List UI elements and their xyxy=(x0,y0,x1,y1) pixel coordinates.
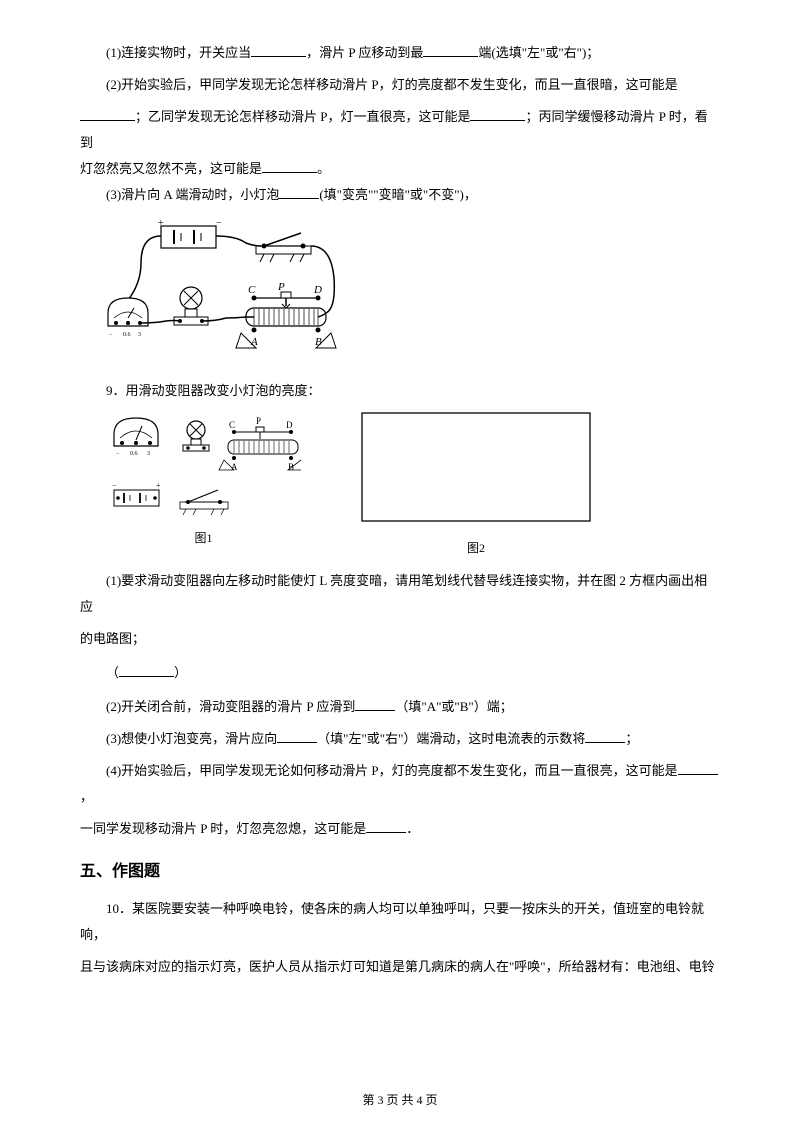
q3-line: (3)滑片向 A 端滑动时，小灯泡 (填"变亮""变暗"或"不变")， xyxy=(80,182,720,208)
q2-text-1: (2)开始实验后，甲同学发现无论怎样移动滑片 P，灯的亮度都不发生变化，而且一直… xyxy=(106,77,678,92)
svg-text:D: D xyxy=(313,284,322,296)
q9-sub2: (2)开关闭合前，滑动变阻器的滑片 P 应滑到 （填"A"或"B"）端； xyxy=(80,694,720,720)
q9-sub3-blank2 xyxy=(585,727,625,743)
q9-sub4-line2: 一同学发现移动滑片 P 时，灯忽亮忽熄，这可能是 ． xyxy=(80,816,720,842)
q9-sub3-blank1 xyxy=(277,727,317,743)
q9-paren: （） xyxy=(80,660,720,686)
q9-sub1-b: 的电路图； xyxy=(80,626,720,652)
q9-sub2-blank xyxy=(355,695,395,711)
q3-text-b: (填"变亮""变暗"或"不变")， xyxy=(319,187,477,202)
svg-text:+: + xyxy=(156,481,161,490)
q9-sub3-c: ； xyxy=(625,731,638,746)
q2-text-3b: 。 xyxy=(317,161,330,176)
q1-text-b: ，滑片 P 应移动到最 xyxy=(306,45,423,60)
q9-sub2-a: (2)开关闭合前，滑动变阻器的滑片 P 应滑到 xyxy=(106,699,355,714)
circuit-svg-1: + − − 0.6 3 C xyxy=(106,218,346,368)
q9-heading: 9．用滑动变阻器改变小灯泡的亮度： xyxy=(80,378,720,404)
svg-text:D: D xyxy=(286,420,293,430)
q1-blank-1 xyxy=(251,41,306,57)
fig2-caption: 图2 xyxy=(361,536,591,560)
q9-sub4-blank2 xyxy=(366,817,406,833)
q9-sub4-a: (4)开始实验后，甲同学发现无论如何移动滑片 P，灯的亮度都不发生变化，而且一直… xyxy=(106,763,678,778)
figure-2-block: 图2 xyxy=(361,412,591,560)
q2-line1: (2)开始实验后，甲同学发现无论怎样移动滑片 P，灯的亮度都不发生变化，而且一直… xyxy=(80,72,720,98)
figure-1-svg: − 0.6 3 C P D xyxy=(106,412,301,522)
fig1-caption: 图1 xyxy=(106,526,301,550)
svg-text:C: C xyxy=(229,420,235,430)
svg-text:P: P xyxy=(256,416,261,426)
svg-text:−: − xyxy=(109,332,113,338)
q9-sub3-a: (3)想使小灯泡变亮，滑片应向 xyxy=(106,731,277,746)
q3-blank xyxy=(279,183,319,199)
q9-paren-blank xyxy=(119,661,174,677)
q3-text-a: (3)滑片向 A 端滑动时，小灯泡 xyxy=(106,187,279,202)
svg-text:P: P xyxy=(277,281,285,293)
circuit-diagram-1: + − − 0.6 3 C xyxy=(106,218,720,368)
q9-sub2-b: （填"A"或"B"）端； xyxy=(395,699,512,714)
q2-line2: ；乙同学发现无论怎样移动滑片 P，灯一直很亮，这可能是；丙同学缓慢移动滑片 P … xyxy=(80,104,720,156)
q9-sub3-b: （填"左"或"右"）端滑动，这时电流表的示数将 xyxy=(317,731,585,746)
svg-text:C: C xyxy=(248,284,256,296)
svg-text:0.6: 0.6 xyxy=(123,332,131,338)
q2-text-2a: ；乙同学发现无论怎样移动滑片 P，灯一直很亮，这可能是 xyxy=(135,109,470,124)
q2-blank-3 xyxy=(262,157,317,173)
q1-text-a: (1)连接实物时，开关应当 xyxy=(106,45,251,60)
figure-1-block: − 0.6 3 C P D xyxy=(106,412,301,550)
svg-text:A: A xyxy=(231,462,238,472)
q9-sub4-b: ， xyxy=(80,789,93,804)
svg-text:−: − xyxy=(216,218,222,229)
svg-text:3: 3 xyxy=(147,451,150,457)
q2-blank-2 xyxy=(470,105,525,121)
q9-sub3: (3)想使小灯泡变亮，滑片应向 （填"左"或"右"）端滑动，这时电流表的示数将 ； xyxy=(80,726,720,752)
svg-text:+: + xyxy=(158,218,164,229)
q2-line3: 灯忽然亮又忽然不亮，这可能是 。 xyxy=(80,156,720,182)
q9-sub4-d: ． xyxy=(406,821,419,836)
svg-text:−: − xyxy=(116,451,120,457)
q10-line2: 且与该病床对应的指示灯亮，医护人员从指示灯可知道是第几病床的病人在"呼唤"，所给… xyxy=(80,954,720,980)
q1-blank-2 xyxy=(423,41,478,57)
figure-2-svg xyxy=(361,412,591,532)
q2-text-3a: 灯忽然亮又忽然不亮，这可能是 xyxy=(80,161,262,176)
q2-blank-1 xyxy=(80,105,135,121)
q10-line1: 10．某医院要安装一种呼唤电铃，使各床的病人均可以单独呼叫，只要一按床头的开关，… xyxy=(80,896,720,948)
svg-text:B: B xyxy=(288,462,294,472)
q9-figures: − 0.6 3 C P D xyxy=(106,412,720,560)
q1-text-c: 端(选填"左"或"右")； xyxy=(478,45,599,60)
section-5-heading: 五、作图题 xyxy=(80,856,720,888)
q9-sub4-line1: (4)开始实验后，甲同学发现无论如何移动滑片 P，灯的亮度都不发生变化，而且一直… xyxy=(80,758,720,810)
svg-text:3: 3 xyxy=(138,332,141,338)
page-footer: 第 3 页 共 4 页 xyxy=(0,1088,800,1112)
svg-text:0.6: 0.6 xyxy=(130,451,138,457)
q9-sub4-blank1 xyxy=(678,759,718,775)
q9-sub1-a: (1)要求滑动变阻器向左移动时能使灯 L 亮度变暗，请用笔划线代替导线连接实物，… xyxy=(80,568,720,620)
q9-sub4-c: 一同学发现移动滑片 P 时，灯忽亮忽熄，这可能是 xyxy=(80,821,366,836)
svg-text:−: − xyxy=(112,481,117,490)
q1-line: (1)连接实物时，开关应当 ，滑片 P 应移动到最 端(选填"左"或"右")； xyxy=(80,40,720,66)
